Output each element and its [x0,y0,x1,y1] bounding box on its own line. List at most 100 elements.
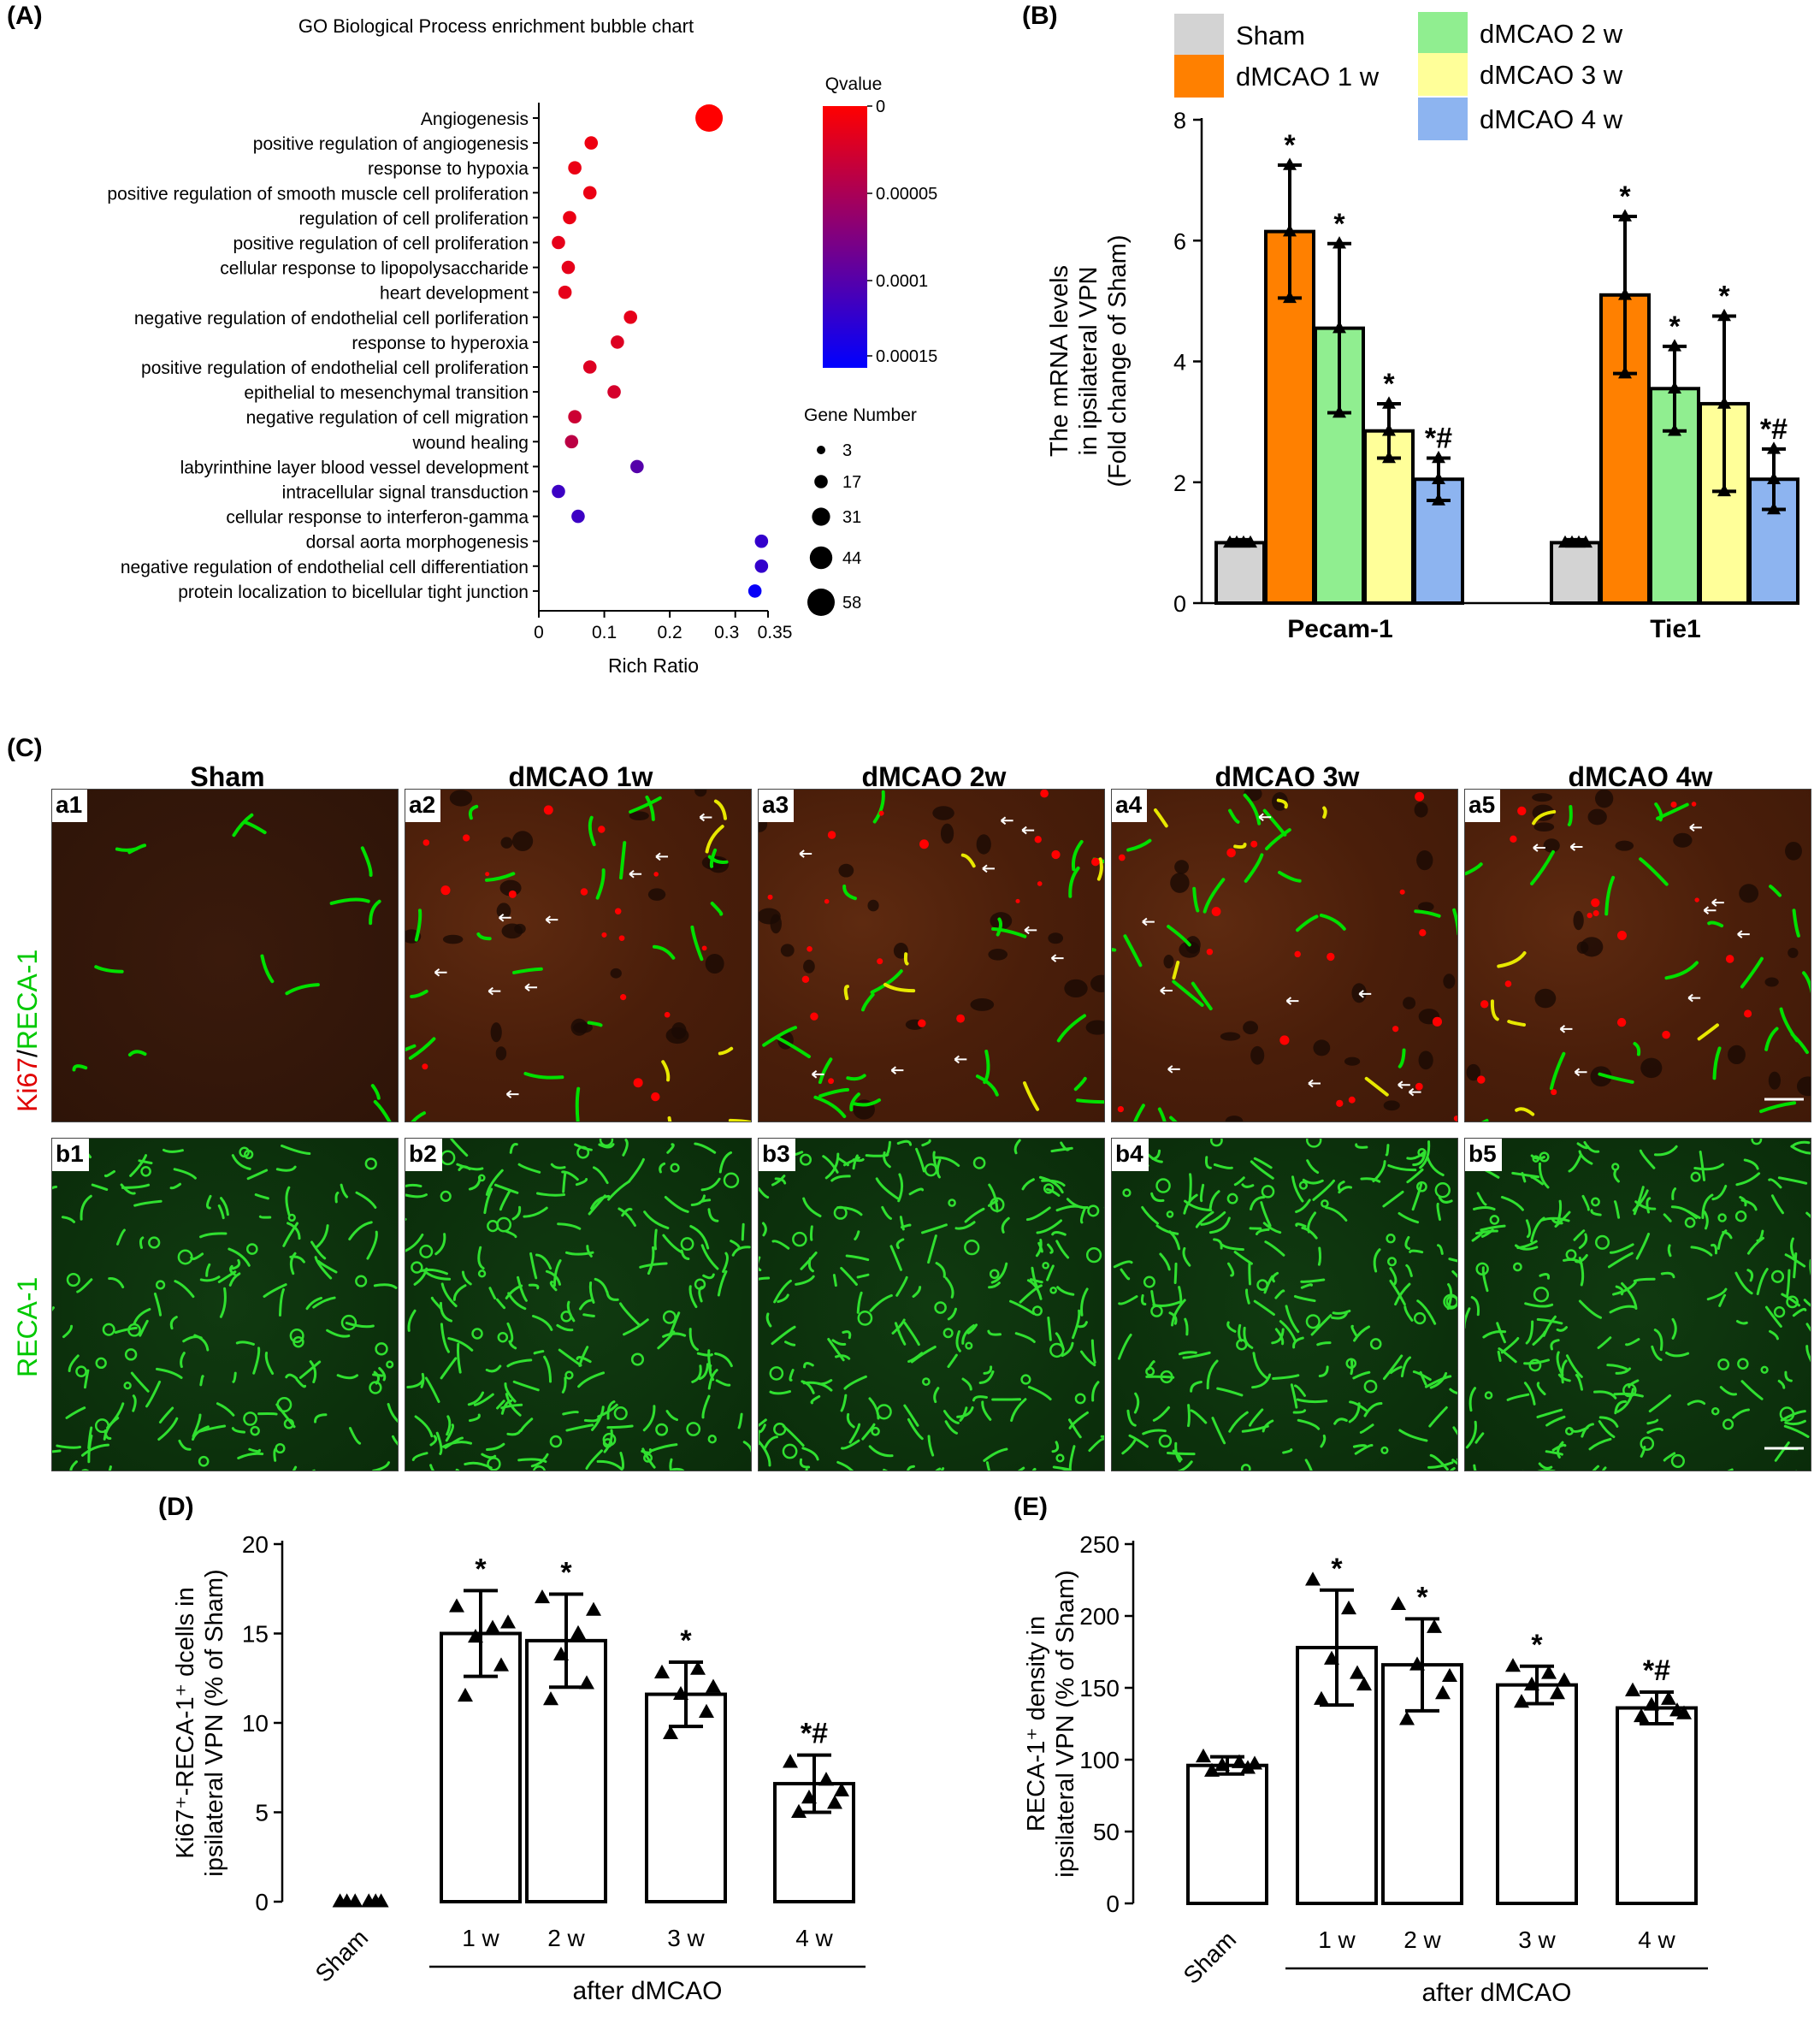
vessel-segment [1090,1339,1096,1364]
dark-nucleus [1418,902,1434,912]
bubble [695,104,724,132]
vessel-segment [1208,1216,1231,1234]
vessel-segment [1021,1178,1035,1191]
vessel-segment [1400,1356,1412,1378]
data-point [1618,209,1632,222]
vessel-segment [1338,1186,1353,1194]
vessel-segment [1621,1281,1638,1311]
vessel-segment [1538,1162,1550,1189]
vessel-segment [991,926,1027,938]
vessel-segment [153,1292,162,1317]
dark-nucleus [1796,1076,1811,1097]
y-tick-label: negative regulation of cell migration [246,408,529,428]
bubble [611,335,624,349]
dark-nucleus [1764,977,1779,987]
legend-label: dMCAO 4 w [1480,104,1623,134]
vessel-segment [1317,1246,1322,1266]
vessel-cross-section [686,1422,701,1436]
vessel-segment [228,1272,241,1287]
vessel-segment [680,1249,690,1261]
vessel-segment [690,1194,706,1206]
vessel-cross-section [177,1249,193,1265]
vessel-segment [1429,1453,1449,1471]
data-point [1579,535,1592,548]
vessel-segment [1373,1248,1381,1273]
vessel-cross-section [275,1443,286,1454]
vessel-segment [557,1222,582,1230]
vessel-segment [130,1371,150,1393]
bubble [568,161,582,175]
vessel-segment [496,1400,505,1410]
data-point [1676,1705,1692,1719]
data-point [791,1803,807,1818]
vessel-segment [1172,979,1204,1007]
y-axis-label: Ki67⁺-RECA-1⁺ dcells inipsilateral VPN (… [172,1569,228,1876]
vessel-segment [162,1148,184,1153]
arrow-marker [1559,1025,1573,1033]
vessel-segment [622,1139,629,1157]
vessel-segment [1353,1325,1371,1342]
vessel-segment [900,1223,912,1229]
vessel-segment [759,1423,766,1434]
colorbar-tick-label: 0.00015 [876,347,937,366]
vessel-segment [1387,1163,1417,1172]
cell-dot [620,994,627,1001]
arrow-marker [1142,917,1155,926]
bubble [564,435,579,449]
vessel-segment [1355,1143,1368,1149]
x-tick-label: Sham [310,1924,374,1987]
vessel-segment [1354,1444,1374,1455]
vessel-segment [562,1411,579,1416]
vessel-segment [1177,1460,1193,1471]
vessel-segment [103,1169,116,1178]
vessel-segment [545,1269,562,1286]
vessel-segment [1613,1392,1644,1398]
vessel-segment [1285,1305,1300,1334]
data-point [1442,1667,1457,1683]
vessel-segment [556,1323,574,1332]
dark-nucleus [1785,841,1802,861]
x-tick-label: 1 w [1318,1926,1356,1953]
vessel-segment [1448,1258,1457,1263]
vessel-segment [1405,1264,1413,1277]
data-point [1717,308,1731,322]
data-point [373,1893,389,1908]
vessel-segment [523,1071,564,1080]
vessel-segment [1746,1269,1754,1282]
vessel-segment [282,1222,299,1247]
vessel-segment [641,1447,656,1469]
vessel-segment [410,989,428,998]
dark-nucleus [1174,860,1190,874]
vessel-segment [1253,1299,1275,1317]
vessel-segment [1290,1383,1298,1409]
vessel-segment [499,1190,511,1211]
data-point [1432,493,1445,506]
vessel-segment [1262,1222,1282,1234]
significance-mark: * [475,1553,487,1585]
data-point [1247,1755,1262,1770]
vessel-segment [258,1215,272,1219]
vessel-segment [1507,1020,1527,1027]
vessel-segment [564,1251,594,1256]
column-title-3w: dMCAO 3w [1214,761,1360,792]
data-point [1661,1690,1676,1705]
panel-label-a: (A) [7,2,43,30]
vessel-cross-section [1413,1311,1427,1325]
vessel-segment [1038,1175,1064,1194]
data-point [663,1725,678,1740]
vessel-cross-section [440,1190,452,1202]
vessel-segment [1769,885,1782,897]
vessel-segment [606,1400,616,1420]
x-tick-label: Sham [1179,1926,1242,1989]
vessel-segment [1792,908,1800,938]
vessel-segment [435,1431,443,1455]
vessel-segment [728,1118,751,1122]
dark-nucleus [490,1022,502,1043]
vessel-segment [1172,961,1180,979]
vessel-segment [731,1246,751,1257]
vessel-segment [1604,875,1616,916]
vessel-segment [366,1230,378,1260]
x-tick-label: 0 [534,623,544,642]
size-legend-label: 3 [842,441,852,460]
vessel-segment [1178,1351,1197,1356]
